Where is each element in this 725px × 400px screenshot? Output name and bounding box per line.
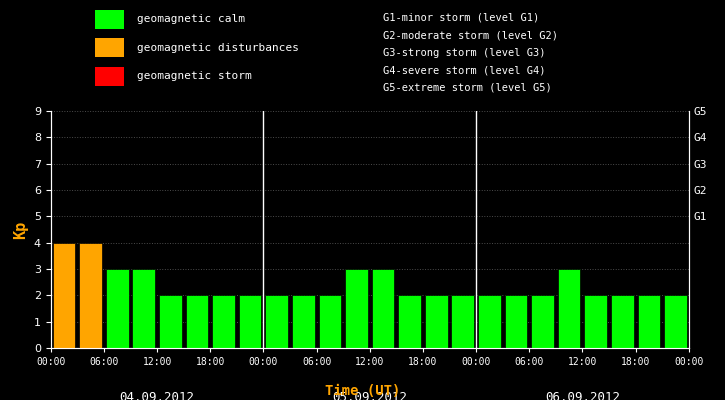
Text: G3-strong storm (level G3): G3-strong storm (level G3) <box>383 48 545 58</box>
Bar <box>133 269 155 348</box>
Text: G2-moderate storm (level G2): G2-moderate storm (level G2) <box>383 30 558 40</box>
Bar <box>159 295 182 348</box>
FancyBboxPatch shape <box>96 10 124 29</box>
Bar <box>212 295 235 348</box>
Text: 04.09.2012: 04.09.2012 <box>120 391 194 400</box>
Bar <box>372 269 394 348</box>
Bar <box>239 295 262 348</box>
Bar <box>53 243 75 348</box>
Text: geomagnetic disturbances: geomagnetic disturbances <box>137 43 299 53</box>
Text: G5-extreme storm (level G5): G5-extreme storm (level G5) <box>383 83 551 93</box>
Bar <box>79 243 102 348</box>
Text: 06.09.2012: 06.09.2012 <box>545 391 620 400</box>
Text: G4-severe storm (level G4): G4-severe storm (level G4) <box>383 65 545 75</box>
Bar <box>611 295 634 348</box>
Bar <box>398 295 421 348</box>
Bar <box>425 295 447 348</box>
Bar <box>558 269 581 348</box>
Bar <box>292 295 315 348</box>
Bar <box>505 295 527 348</box>
Y-axis label: Kp: Kp <box>13 220 28 239</box>
Bar <box>478 295 501 348</box>
Text: geomagnetic calm: geomagnetic calm <box>137 14 245 24</box>
Bar <box>265 295 288 348</box>
Bar <box>452 295 474 348</box>
Bar <box>531 295 554 348</box>
FancyBboxPatch shape <box>96 38 124 57</box>
Bar <box>106 269 128 348</box>
Bar <box>318 295 341 348</box>
Text: 05.09.2012: 05.09.2012 <box>332 391 407 400</box>
Text: G1-minor storm (level G1): G1-minor storm (level G1) <box>383 13 539 23</box>
Bar <box>345 269 368 348</box>
Bar <box>637 295 660 348</box>
Text: Time (UT): Time (UT) <box>325 384 400 398</box>
Bar <box>584 295 607 348</box>
Bar <box>186 295 208 348</box>
Bar <box>664 295 687 348</box>
Text: geomagnetic storm: geomagnetic storm <box>137 71 252 81</box>
FancyBboxPatch shape <box>96 67 124 86</box>
